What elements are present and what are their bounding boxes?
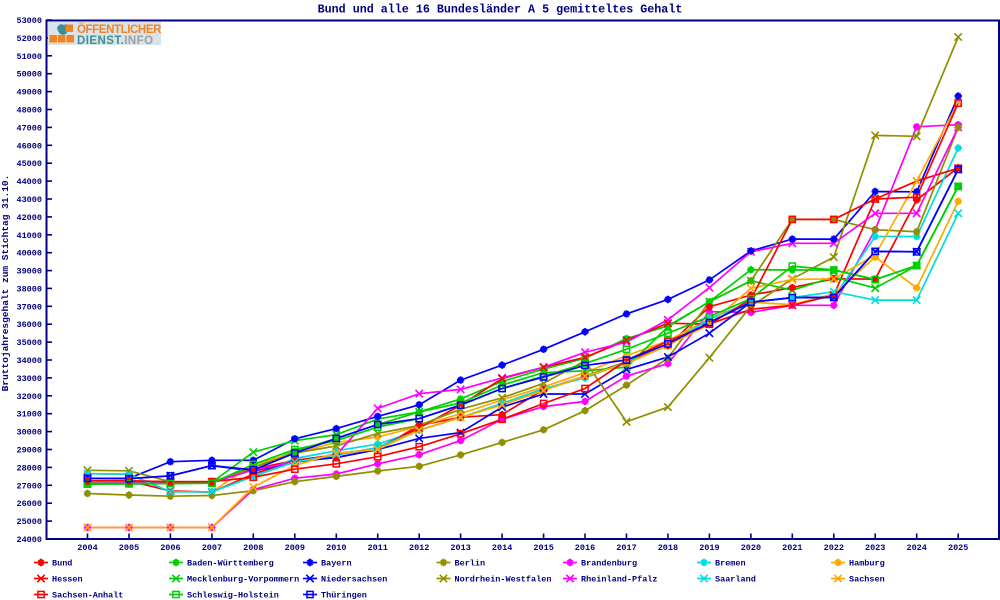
svg-text:Schleswig-Holstein: Schleswig-Holstein [187, 591, 279, 600]
svg-text:24000: 24000 [16, 535, 42, 545]
svg-text:2013: 2013 [450, 543, 470, 553]
svg-text:Thüringen: Thüringen [321, 591, 367, 600]
svg-text:2009: 2009 [285, 543, 305, 553]
svg-text:33000: 33000 [16, 374, 42, 384]
svg-text:Hamburg: Hamburg [849, 559, 885, 569]
svg-text:2019: 2019 [699, 543, 719, 553]
svg-text:2014: 2014 [492, 543, 512, 553]
svg-text:Bayern: Bayern [321, 559, 352, 569]
svg-text:31000: 31000 [16, 410, 42, 420]
svg-text:Rheinland-Pfalz: Rheinland-Pfalz [581, 575, 658, 585]
svg-text:Nordrhein-Westfalen: Nordrhein-Westfalen [455, 575, 552, 585]
svg-text:2020: 2020 [741, 543, 761, 553]
svg-text:Bund und alle 16 Bundesländer: Bund und alle 16 Bundesländer A 5 gemitt… [318, 3, 683, 17]
svg-text:ÖFFENTLICHER: ÖFFENTLICHER [77, 23, 162, 36]
svg-text:Bund: Bund [52, 559, 72, 569]
svg-text:2007: 2007 [202, 543, 222, 553]
svg-text:Saarland: Saarland [715, 575, 756, 585]
svg-text:2008: 2008 [243, 543, 263, 553]
svg-text:Bremen: Bremen [715, 559, 746, 569]
svg-text:29000: 29000 [16, 446, 42, 456]
svg-text:Berlin: Berlin [455, 559, 486, 569]
svg-text:2010: 2010 [326, 543, 346, 553]
svg-text:44000: 44000 [16, 177, 42, 187]
svg-text:52000: 52000 [16, 34, 42, 44]
svg-text:Hessen: Hessen [52, 575, 83, 585]
svg-text:25000: 25000 [16, 517, 42, 527]
svg-text:2021: 2021 [782, 543, 802, 553]
svg-text:32000: 32000 [16, 392, 42, 402]
svg-text:50000: 50000 [16, 70, 42, 80]
svg-text:36000: 36000 [16, 320, 42, 330]
svg-text:30000: 30000 [16, 428, 42, 438]
svg-text:48000: 48000 [16, 106, 42, 116]
svg-text:43000: 43000 [16, 195, 42, 205]
svg-text:27000: 27000 [16, 481, 42, 491]
svg-text:2016: 2016 [575, 543, 595, 553]
svg-text:2006: 2006 [160, 543, 180, 553]
svg-text:2024: 2024 [906, 543, 926, 553]
svg-text:Mecklenburg-Vorpommern: Mecklenburg-Vorpommern [187, 575, 299, 585]
svg-text:53000: 53000 [16, 16, 42, 26]
svg-text:34000: 34000 [16, 356, 42, 366]
svg-text:46000: 46000 [16, 141, 42, 151]
svg-text:Bruttojahresgehalt zum Stichta: Bruttojahresgehalt zum Stichtag 31.10. [0, 175, 11, 392]
svg-text:37000: 37000 [16, 302, 42, 312]
svg-text:2022: 2022 [824, 543, 844, 553]
svg-text:2005: 2005 [119, 543, 139, 553]
svg-text:35000: 35000 [16, 338, 42, 348]
svg-text:41000: 41000 [16, 231, 42, 241]
svg-text:2017: 2017 [616, 543, 636, 553]
svg-text:Brandenburg: Brandenburg [581, 559, 637, 569]
svg-text:2011: 2011 [367, 543, 387, 553]
svg-text:45000: 45000 [16, 159, 42, 169]
svg-text:Sachsen: Sachsen [849, 575, 885, 585]
svg-text:49000: 49000 [16, 88, 42, 98]
svg-text:28000: 28000 [16, 463, 42, 473]
svg-text:2004: 2004 [77, 543, 97, 553]
svg-text:DIENST.INFO: DIENST.INFO [77, 35, 154, 47]
svg-text:Niedersachsen: Niedersachsen [321, 575, 387, 585]
svg-text:2018: 2018 [658, 543, 678, 553]
svg-text:26000: 26000 [16, 499, 42, 509]
svg-text:Baden-Württemberg: Baden-Württemberg [187, 559, 274, 569]
svg-text:38000: 38000 [16, 284, 42, 294]
svg-text:2012: 2012 [409, 543, 429, 553]
svg-text:2025: 2025 [948, 543, 968, 553]
svg-text:Sachsen-Anhalt: Sachsen-Anhalt [52, 591, 123, 600]
svg-text:47000: 47000 [16, 123, 42, 133]
svg-text:39000: 39000 [16, 267, 42, 277]
svg-text:40000: 40000 [16, 249, 42, 259]
svg-text:42000: 42000 [16, 213, 42, 223]
svg-text:51000: 51000 [16, 52, 42, 62]
svg-text:2015: 2015 [533, 543, 553, 553]
svg-text:2023: 2023 [865, 543, 885, 553]
